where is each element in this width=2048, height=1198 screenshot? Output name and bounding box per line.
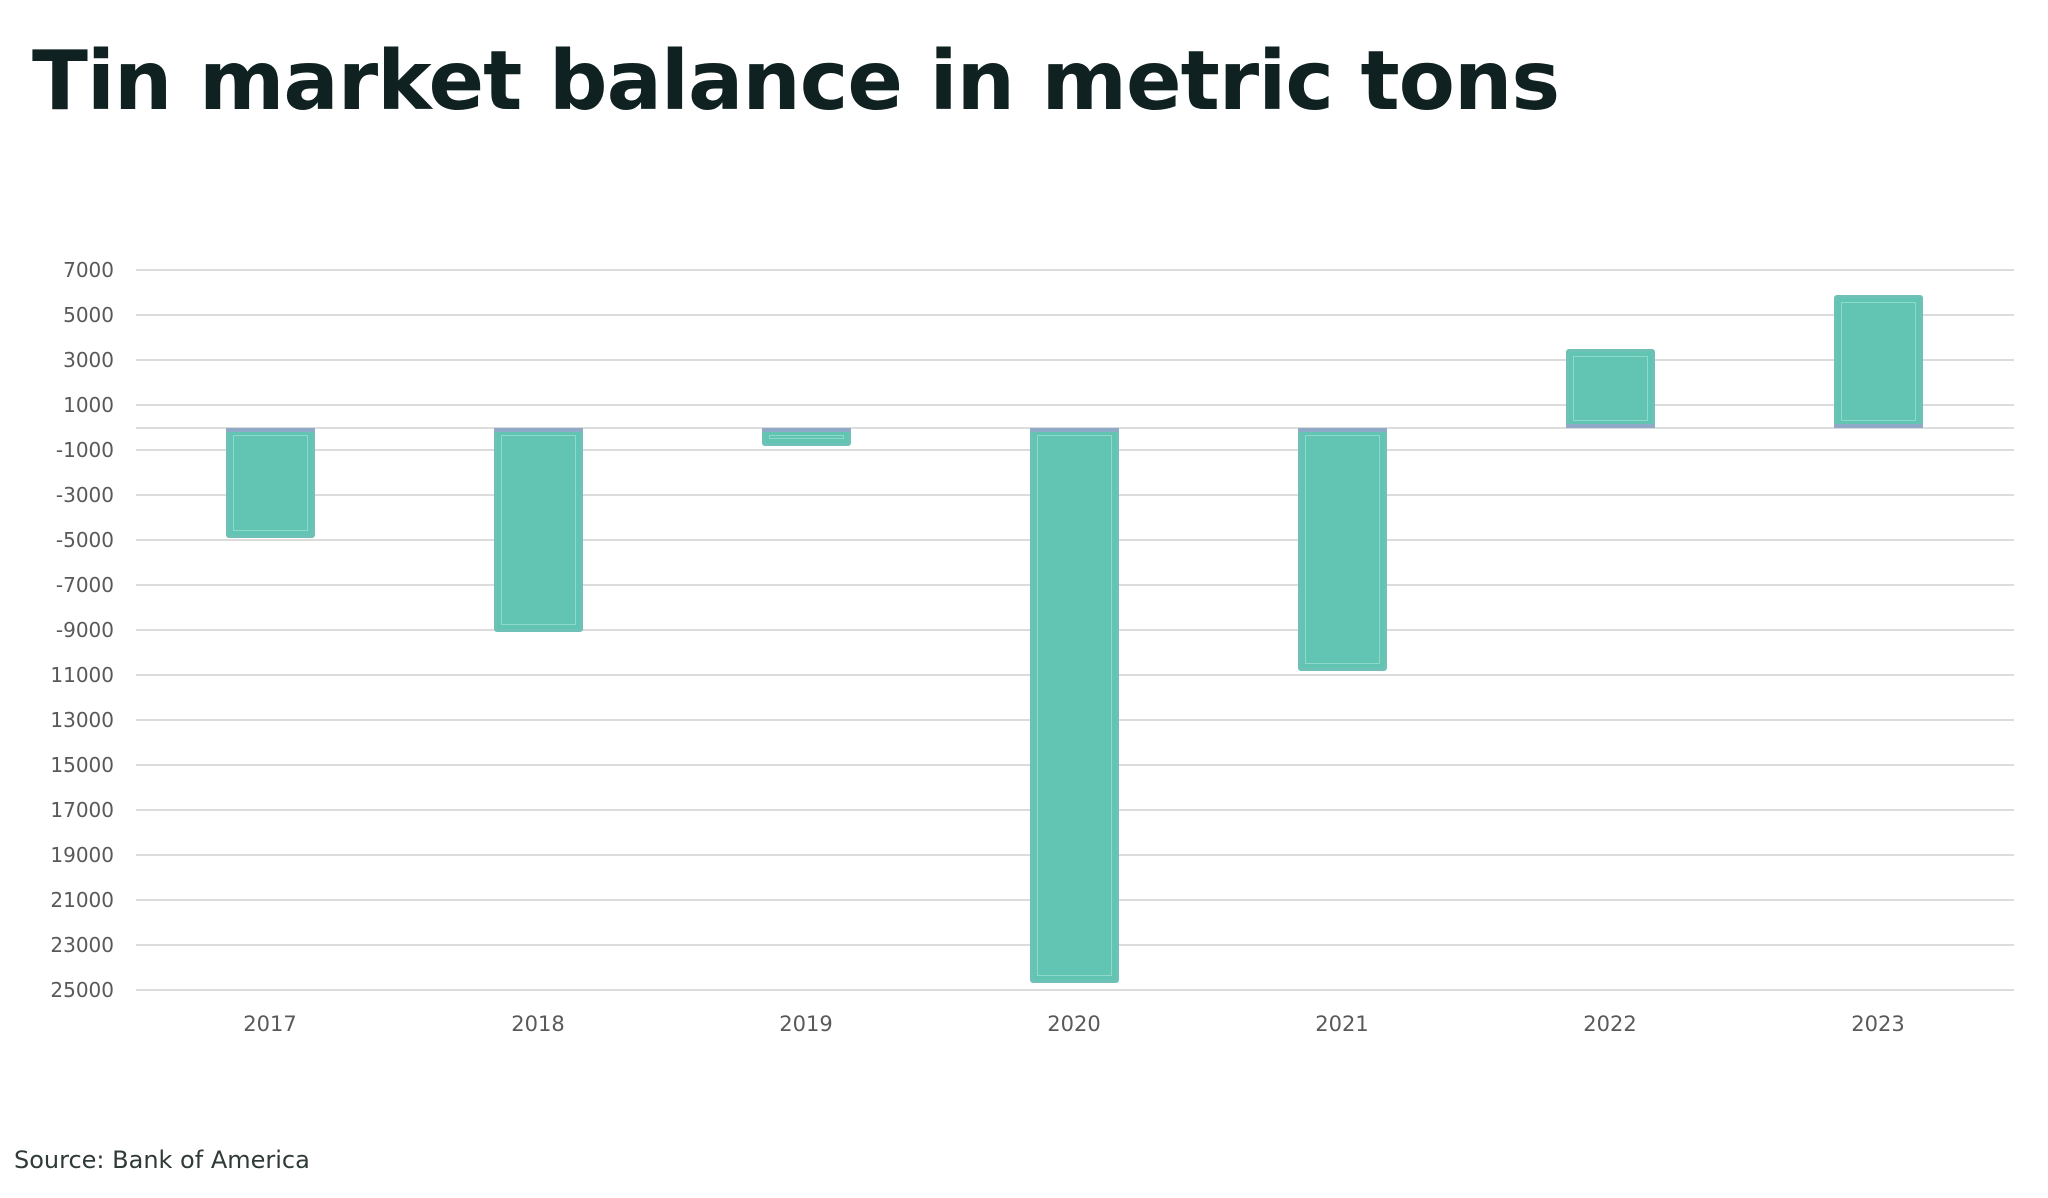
y-tick-label: -3000 xyxy=(55,483,114,507)
y-tick-label: 13000 xyxy=(50,708,114,732)
y-tick-label: 17000 xyxy=(50,798,114,822)
y-tick-label: 7000 xyxy=(63,258,114,282)
bar-2021 xyxy=(1298,427,1387,671)
x-tick-label: 2018 xyxy=(511,1012,565,1036)
bar-2019 xyxy=(762,427,851,446)
bar-2023 xyxy=(1834,294,1923,428)
x-tick-label: 2023 xyxy=(1851,1012,1905,1036)
bar-2020 xyxy=(1030,427,1119,984)
y-tick-label: 15000 xyxy=(50,753,114,777)
y-tick-label: 11000 xyxy=(50,663,114,687)
x-tick-label: 2021 xyxy=(1315,1012,1369,1036)
y-tick-label: 3000 xyxy=(63,348,114,372)
y-tick-label: 19000 xyxy=(50,843,114,867)
y-tick-label: 23000 xyxy=(50,933,114,957)
chart-title: Tin market balance in metric tons xyxy=(32,34,1560,129)
x-tick-label: 2020 xyxy=(1047,1012,1101,1036)
bar-zero-edge xyxy=(226,427,315,432)
gridline xyxy=(136,359,2014,361)
y-tick-label: -7000 xyxy=(55,573,114,597)
bar-2022 xyxy=(1566,348,1655,428)
y-tick-label: -1000 xyxy=(55,438,114,462)
bar-zero-edge xyxy=(1298,427,1387,432)
bar-zero-edge xyxy=(1834,423,1923,428)
bar-zero-edge xyxy=(1566,423,1655,428)
source-note: Source: Bank of America xyxy=(14,1146,310,1174)
bar-2017 xyxy=(226,427,315,538)
gridline xyxy=(136,269,2014,271)
y-tick-label: -5000 xyxy=(55,528,114,552)
x-tick-label: 2022 xyxy=(1583,1012,1637,1036)
x-tick-label: 2019 xyxy=(779,1012,833,1036)
x-tick-label: 2017 xyxy=(243,1012,297,1036)
bar-zero-edge xyxy=(1030,427,1119,432)
y-tick-label: 25000 xyxy=(50,978,114,1002)
y-tick-label: 5000 xyxy=(63,303,114,327)
bar-zero-edge xyxy=(762,427,851,432)
gridline xyxy=(136,314,2014,316)
gridline xyxy=(136,989,2014,991)
y-tick-label: 21000 xyxy=(50,888,114,912)
y-tick-label: 1000 xyxy=(63,393,114,417)
y-tick-label: -9000 xyxy=(55,618,114,642)
bar-2018 xyxy=(494,427,583,633)
gridline xyxy=(136,404,2014,406)
bar-zero-edge xyxy=(494,427,583,432)
